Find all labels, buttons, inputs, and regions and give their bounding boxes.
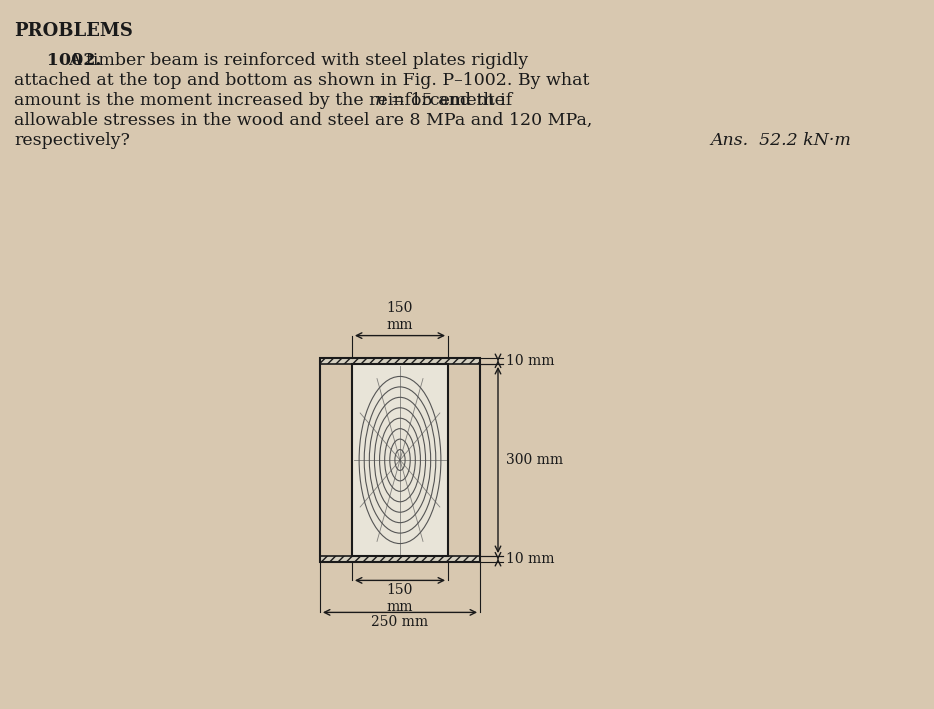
Text: 300 mm: 300 mm — [506, 453, 563, 467]
Bar — [352, 364, 448, 556]
Text: 10 mm: 10 mm — [506, 552, 555, 566]
Text: allowable stresses in the wood and steel are 8 MPa and 120 MPa,: allowable stresses in the wood and steel… — [14, 112, 592, 129]
Bar — [320, 556, 480, 562]
Text: 10 mm: 10 mm — [506, 354, 555, 368]
Text: n: n — [375, 92, 387, 109]
Text: 250 mm: 250 mm — [372, 615, 429, 630]
Text: Ans.  52.2 kN·m: Ans. 52.2 kN·m — [710, 132, 851, 149]
Bar — [320, 357, 480, 364]
Text: = 15 and the: = 15 and the — [385, 92, 505, 109]
Text: PROBLEMS: PROBLEMS — [14, 22, 133, 40]
Text: 150
mm: 150 mm — [387, 584, 413, 613]
Text: 150
mm: 150 mm — [387, 301, 413, 332]
Text: attached at the top and bottom as shown in Fig. P–1002. By what: attached at the top and bottom as shown … — [14, 72, 589, 89]
Bar — [320, 357, 480, 562]
Text: respectively?: respectively? — [14, 132, 130, 149]
Text: amount is the moment increased by the reinforcement if: amount is the moment increased by the re… — [14, 92, 517, 109]
Text: 1002.: 1002. — [14, 52, 102, 69]
Text: A timber beam is reinforced with steel plates rigidly: A timber beam is reinforced with steel p… — [68, 52, 529, 69]
